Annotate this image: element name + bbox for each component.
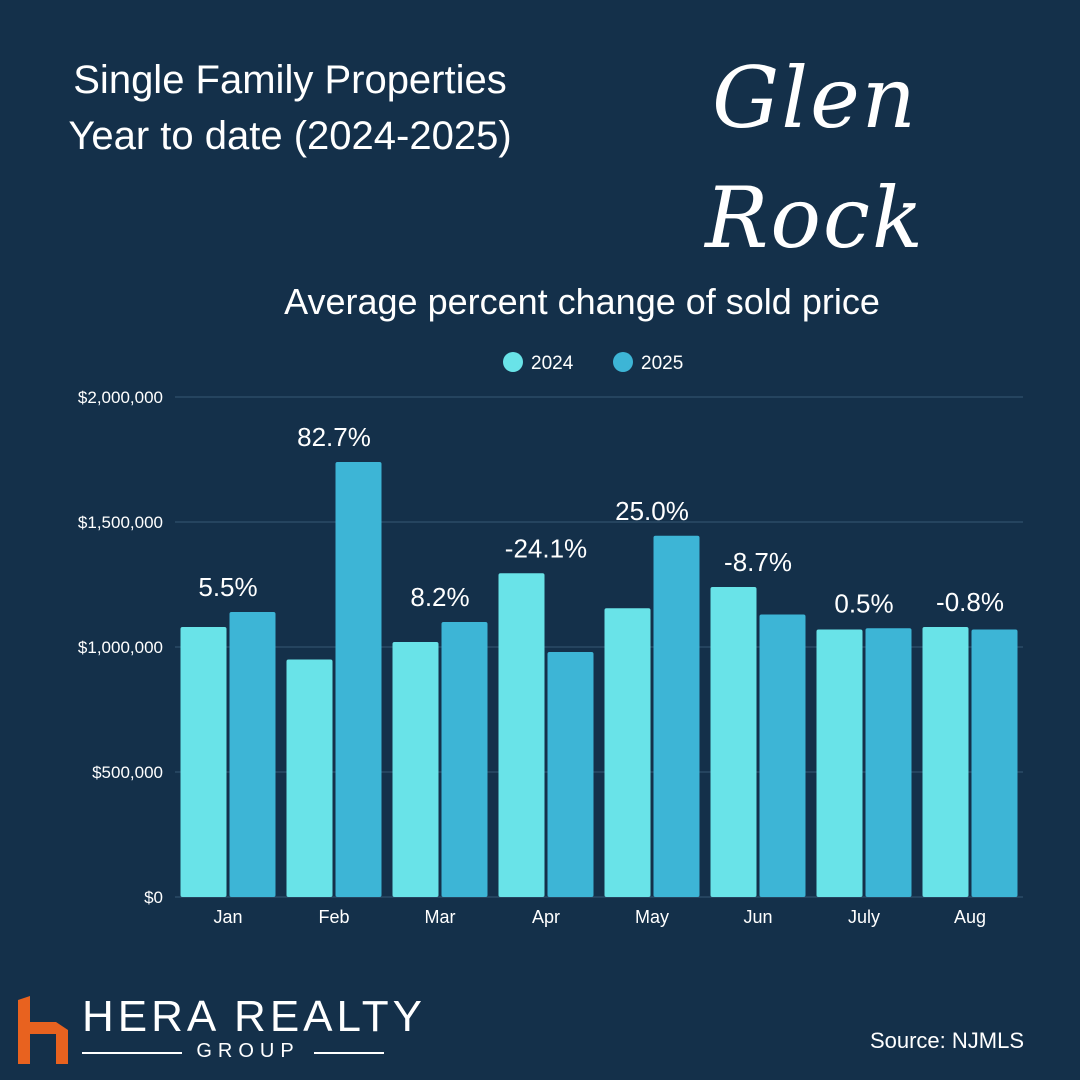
legend-label-2025: 2025: [641, 353, 683, 374]
percent-change-label: 25.0%: [615, 496, 689, 526]
y-tick-label: $500,000: [92, 763, 163, 782]
y-tick-label: $0: [144, 888, 163, 907]
bar-2025-july: [865, 628, 912, 897]
x-tick-label: Feb: [318, 907, 349, 927]
bar-2024-jan: [180, 627, 227, 897]
chart-title: Average percent change of sold price: [284, 281, 880, 322]
legend-label-2024: 2024: [531, 353, 574, 374]
x-tick-label: July: [848, 907, 880, 927]
header-title-line1: Single Family Properties: [73, 58, 507, 102]
bar-2025-jan: [229, 612, 276, 897]
logo-sub-text: GROUP: [196, 1040, 300, 1062]
y-tick-label: $1,000,000: [78, 638, 163, 657]
y-tick-label: $1,500,000: [78, 513, 163, 532]
bar-2025-apr: [547, 652, 594, 897]
percent-change-label: 0.5%: [834, 588, 893, 618]
bar-2025-mar: [441, 622, 488, 897]
bar-2025-aug: [971, 629, 1018, 897]
town-script-title: Glen Rock: [705, 49, 925, 267]
percent-change-label: 82.7%: [297, 422, 371, 452]
bar-2025-feb: [335, 462, 382, 897]
logo-h-icon: [18, 996, 68, 1064]
percent-change-label: 8.2%: [410, 582, 469, 612]
x-tick-label: May: [635, 907, 669, 927]
y-tick-label: $2,000,000: [78, 388, 163, 407]
bar-2024-aug: [922, 627, 969, 897]
bar-chart: Average percent change of sold price 2024…: [78, 281, 1023, 927]
bar-2024-mar: [392, 642, 439, 897]
percent-change-label: -0.8%: [936, 587, 1004, 617]
legend-marker-2025: [613, 352, 633, 372]
bar-2024-feb: [286, 659, 333, 897]
logo-rule-right: [314, 1052, 384, 1054]
legend-marker-2024: [503, 352, 523, 372]
header-title-line2: Year to date (2024-2025): [68, 114, 512, 158]
logo-rule-left: [82, 1052, 182, 1054]
percent-change-label: -8.7%: [724, 547, 792, 577]
hera-realty-logo: HERA REALTY GROUP: [18, 992, 422, 1066]
x-tick-label: Mar: [425, 907, 456, 927]
bar-2024-may: [604, 608, 651, 897]
x-tick-label: Jun: [743, 907, 772, 927]
logo-brand-text: HERA REALTY: [82, 992, 426, 1041]
bar-2025-may: [653, 535, 700, 897]
x-tick-label: Jan: [213, 907, 242, 927]
bar-2024-jun: [710, 587, 757, 897]
bar-2025-jun: [759, 614, 806, 897]
x-tick-label: Aug: [954, 907, 986, 927]
percent-change-label: 5.5%: [198, 572, 257, 602]
percent-change-label: -24.1%: [505, 533, 587, 563]
x-tick-label: Apr: [532, 907, 560, 927]
source-note: Source: NJMLS: [869, 1028, 1024, 1053]
bar-2024-july: [816, 629, 863, 897]
bar-2024-apr: [498, 573, 545, 897]
header-title: Single Family Properties Year to date (2…: [30, 52, 550, 164]
